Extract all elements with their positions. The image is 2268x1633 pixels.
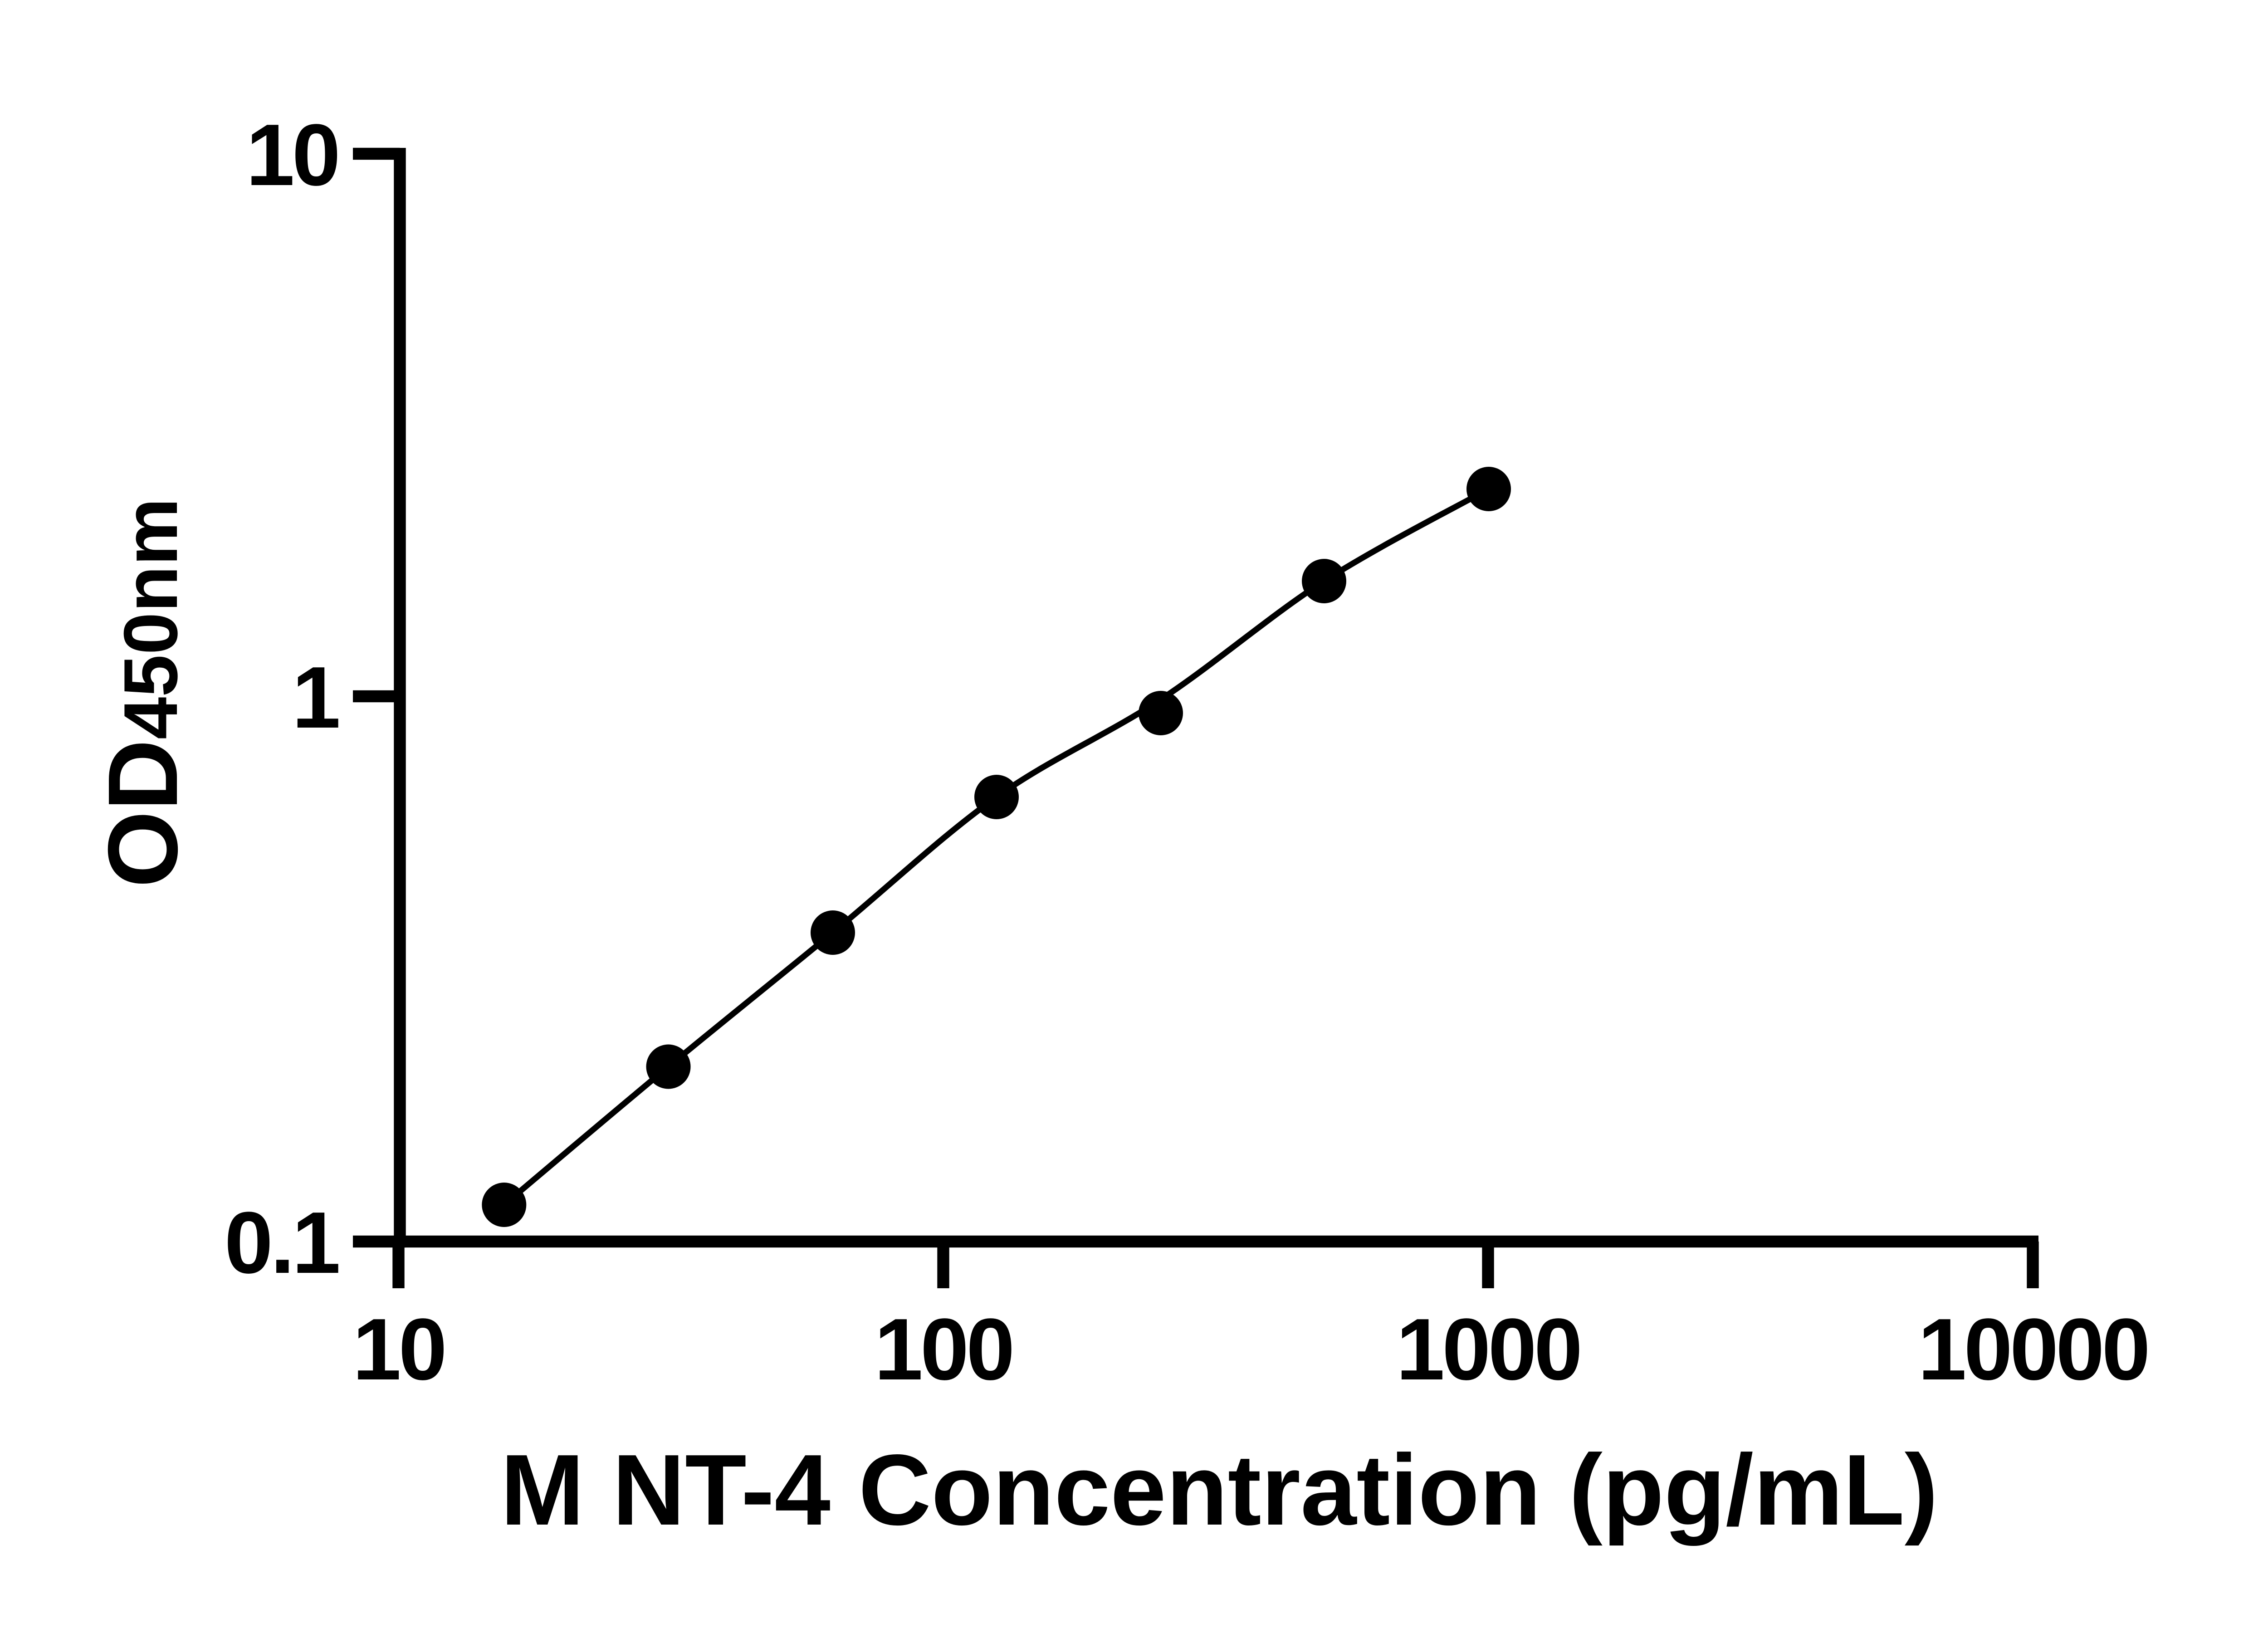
svg-text:100: 100 xyxy=(874,1300,1012,1398)
svg-text:10: 10 xyxy=(352,1300,445,1398)
svg-text:10000: 10000 xyxy=(1918,1300,2148,1398)
svg-text:10: 10 xyxy=(246,106,338,204)
svg-text:1: 1 xyxy=(292,648,338,746)
svg-text:1000: 1000 xyxy=(1396,1300,1580,1398)
svg-text:0.1: 0.1 xyxy=(225,1193,338,1291)
svg-text:M NT-4 Concentration (pg/mL): M NT-4 Concentration (pg/mL) xyxy=(500,1434,1938,1546)
